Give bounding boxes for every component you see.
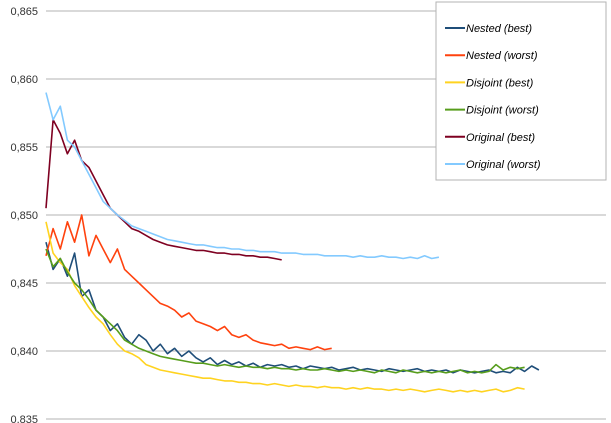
legend: Nested (best) Nested (worst) Disjoint (bes… (435, 1, 607, 181)
series-lines (45, 92, 540, 393)
y-tick-label: 0,865 (10, 6, 38, 18)
y-tick-label: 0,845 (10, 278, 38, 290)
legend-label: Disjoint (best) (466, 77, 534, 89)
y-tick-label: 0,850 (10, 210, 38, 222)
series-line (45, 248, 525, 374)
legend-box (435, 1, 607, 181)
series-line (45, 119, 282, 261)
y-tick-label: 0,860 (10, 74, 38, 86)
series-line (45, 92, 440, 260)
legend-label: Disjoint (worst) (466, 105, 539, 117)
legend-label: Nested (best) (466, 23, 532, 35)
series-line (45, 221, 525, 393)
legend-label: Original (worst) (466, 159, 541, 171)
legend-label: Original (best) (466, 132, 535, 144)
series-line (45, 214, 332, 351)
y-tick-label: 0,855 (10, 142, 38, 154)
y-tick-label: 0,840 (10, 346, 38, 358)
legend-label: Nested (worst) (466, 50, 538, 62)
y-axis-tick-labels: 0,835 0,840 0,845 0,850 0,855 0,860 0,865 (10, 6, 38, 423)
y-tick-label: 0,835 (10, 414, 38, 423)
